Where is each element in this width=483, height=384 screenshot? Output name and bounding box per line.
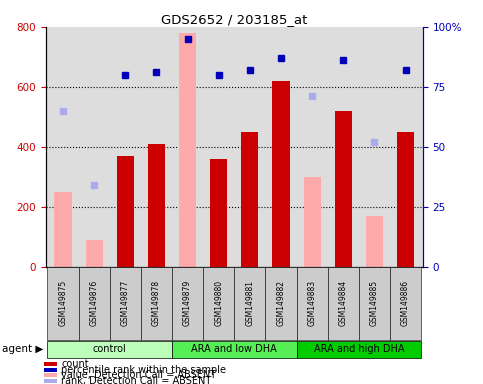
- Bar: [117, 156, 134, 267]
- Bar: [297, 267, 327, 340]
- Bar: [297, 341, 421, 358]
- Text: GSM149882: GSM149882: [276, 280, 285, 326]
- Text: value, Detection Call = ABSENT: value, Detection Call = ABSENT: [61, 370, 216, 381]
- Text: GSM149881: GSM149881: [245, 280, 255, 326]
- Bar: [55, 192, 71, 267]
- Bar: [359, 267, 390, 340]
- Text: agent ▶: agent ▶: [2, 344, 43, 354]
- Bar: [234, 267, 265, 340]
- Bar: [44, 362, 57, 366]
- Text: GSM149878: GSM149878: [152, 280, 161, 326]
- Text: rank, Detection Call = ABSENT: rank, Detection Call = ABSENT: [61, 376, 212, 384]
- Text: count: count: [61, 359, 89, 369]
- Text: GSM149885: GSM149885: [370, 280, 379, 326]
- Text: GSM149886: GSM149886: [401, 280, 410, 326]
- Bar: [242, 132, 258, 267]
- Bar: [110, 267, 141, 340]
- Text: percentile rank within the sample: percentile rank within the sample: [61, 364, 227, 375]
- Bar: [141, 267, 172, 340]
- Text: GSM149880: GSM149880: [214, 280, 223, 326]
- Text: ARA and low DHA: ARA and low DHA: [191, 344, 277, 354]
- Bar: [44, 379, 57, 383]
- Bar: [172, 341, 297, 358]
- Bar: [179, 33, 196, 267]
- Text: GSM149875: GSM149875: [58, 280, 68, 326]
- Bar: [390, 267, 421, 340]
- Bar: [79, 267, 110, 340]
- Text: GSM149876: GSM149876: [90, 280, 99, 326]
- Bar: [44, 367, 57, 372]
- Bar: [327, 267, 359, 340]
- Text: control: control: [93, 344, 127, 354]
- Bar: [397, 132, 414, 267]
- Text: GSM149879: GSM149879: [183, 280, 192, 326]
- Text: GSM149883: GSM149883: [308, 280, 316, 326]
- Text: ARA and high DHA: ARA and high DHA: [313, 344, 404, 354]
- Bar: [47, 267, 79, 340]
- Bar: [172, 267, 203, 340]
- Bar: [148, 144, 165, 267]
- Bar: [210, 159, 227, 267]
- Bar: [303, 177, 321, 267]
- Bar: [272, 81, 289, 267]
- Bar: [335, 111, 352, 267]
- Bar: [85, 240, 103, 267]
- Bar: [366, 216, 383, 267]
- Bar: [203, 267, 234, 340]
- Text: GSM149884: GSM149884: [339, 280, 348, 326]
- Bar: [265, 267, 297, 340]
- Bar: [47, 341, 172, 358]
- Text: GSM149877: GSM149877: [121, 280, 130, 326]
- Bar: [44, 373, 57, 377]
- Title: GDS2652 / 203185_at: GDS2652 / 203185_at: [161, 13, 308, 26]
